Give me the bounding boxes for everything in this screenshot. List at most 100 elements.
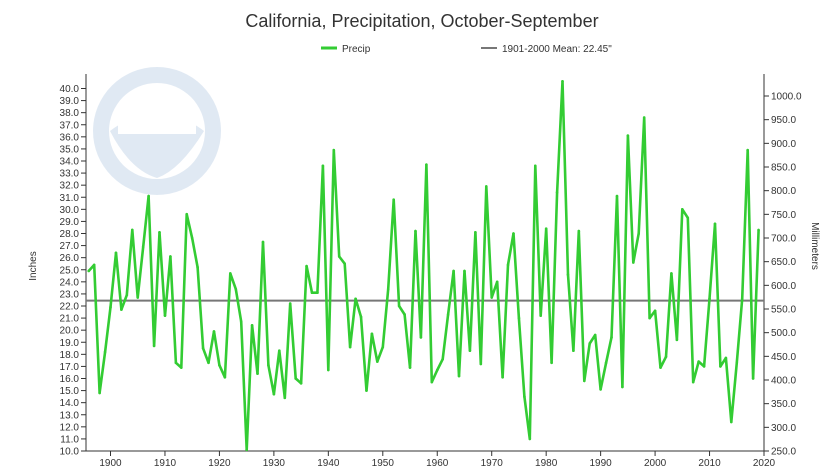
axes (81, 74, 769, 456)
x-tick-label: 1920 (208, 458, 231, 469)
data-point (697, 360, 700, 363)
data-point (528, 437, 532, 441)
data-point (517, 316, 521, 320)
data-point (441, 357, 444, 361)
data-point (495, 280, 499, 284)
data-point (365, 389, 368, 392)
x-tick-label: 1900 (99, 458, 122, 469)
data-point (708, 297, 711, 301)
data-point (539, 314, 543, 317)
y-tick-label: 19.0 (60, 338, 80, 349)
data-point (185, 212, 189, 216)
y-tick-label: 17.0 (60, 362, 80, 373)
data-point (430, 380, 434, 384)
y2-tick-label: 550.0 (771, 305, 796, 316)
data-point (87, 269, 91, 273)
x-tick-label: 1930 (263, 458, 286, 469)
data-point (512, 232, 515, 235)
y-tick-label: 38.0 (60, 108, 80, 119)
data-point (392, 198, 395, 201)
legend-label-mean: 1901-2000 Mean: 22.45" (502, 44, 612, 55)
y-tick-label: 23.0 (60, 289, 80, 300)
data-point (746, 148, 749, 152)
data-point (381, 345, 385, 349)
y-tick-label: 18.0 (60, 350, 80, 361)
data-point (98, 391, 101, 395)
data-point (501, 375, 504, 379)
data-point (327, 368, 330, 372)
data-point (615, 194, 619, 198)
data-point (659, 366, 662, 369)
y-tick-label: 34.0 (60, 157, 80, 168)
data-point (681, 208, 684, 211)
x-tick-label: 1980 (535, 458, 558, 469)
data-point (141, 245, 145, 249)
data-point (561, 79, 564, 83)
data-point (229, 272, 232, 275)
data-point (180, 366, 183, 369)
data-point (626, 134, 630, 137)
y-tick-label: 27.0 (60, 241, 80, 252)
data-point (125, 293, 129, 297)
data-point (604, 361, 608, 365)
y2-tick-label: 800.0 (771, 186, 796, 197)
data-point (463, 269, 466, 273)
y-tick-label: 10.0 (60, 447, 80, 458)
data-point (533, 164, 537, 168)
y-tick-label: 16.0 (60, 374, 80, 385)
data-point (719, 365, 722, 368)
data-point (190, 237, 194, 240)
data-point (305, 264, 308, 268)
y-tick-label: 26.0 (60, 253, 80, 264)
y-tick-label: 15.0 (60, 386, 80, 397)
data-point (730, 420, 733, 424)
data-point (751, 377, 755, 380)
data-point (550, 361, 553, 365)
data-point (267, 363, 270, 367)
y-tick-label: 36.0 (60, 132, 80, 143)
x-tick-label: 1950 (372, 458, 395, 469)
data-point (632, 261, 635, 264)
data-point (92, 263, 96, 267)
x-tick-label: 2020 (753, 458, 776, 469)
data-point (207, 361, 210, 365)
data-point (757, 228, 760, 232)
y-tick-label: 13.0 (60, 410, 80, 421)
data-point (136, 296, 140, 299)
data-point (572, 349, 575, 353)
data-point (523, 395, 526, 398)
data-point (376, 360, 379, 363)
y-axis-title-left: Inches (28, 251, 39, 280)
y2-tick-label: 950.0 (771, 115, 796, 126)
y2-tick-label: 250.0 (771, 447, 796, 458)
data-point (452, 269, 455, 273)
y2-tick-label: 450.0 (771, 352, 796, 363)
data-point (670, 272, 673, 275)
y2-tick-label: 900.0 (771, 139, 796, 150)
data-point (621, 385, 624, 389)
data-point (566, 273, 570, 276)
data-point (702, 365, 706, 368)
data-point (223, 375, 227, 379)
data-point (740, 297, 744, 301)
x-tick-label: 2000 (644, 458, 667, 469)
x-tick-label: 1990 (590, 458, 613, 469)
data-point (348, 345, 352, 349)
data-point (648, 316, 651, 320)
data-point (250, 324, 254, 327)
y2-tick-label: 850.0 (771, 163, 796, 174)
y2-tick-label: 300.0 (771, 423, 796, 434)
data-point (174, 361, 178, 365)
y-tick-label: 14.0 (60, 398, 80, 409)
y-tick-label: 25.0 (60, 265, 80, 276)
data-point (256, 372, 259, 375)
data-point (310, 291, 314, 295)
data-point (408, 366, 412, 369)
data-point (582, 379, 586, 383)
y-axis-title-right: Millimeters (809, 222, 820, 270)
y-tick-label: 40.0 (60, 84, 80, 95)
data-point (114, 251, 118, 255)
data-point (425, 163, 428, 166)
y-tick-label: 31.0 (60, 193, 80, 204)
